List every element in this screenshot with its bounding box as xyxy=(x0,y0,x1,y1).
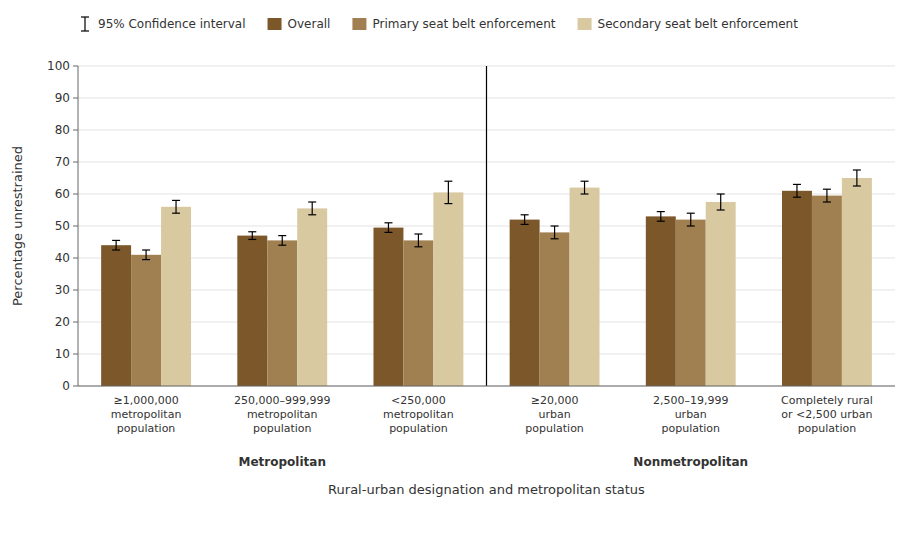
y-tick-label: 100 xyxy=(47,59,70,73)
y-tick-label: 30 xyxy=(55,283,70,297)
bar xyxy=(101,245,131,386)
y-tick xyxy=(73,226,78,227)
legend-label: Primary seat belt enforcement xyxy=(372,17,555,31)
bar xyxy=(373,228,403,386)
error-bar xyxy=(717,194,725,210)
y-tick xyxy=(73,130,78,131)
y-tick xyxy=(73,258,78,259)
bar xyxy=(237,236,267,386)
y-tick-label: 0 xyxy=(62,379,70,393)
error-bar xyxy=(521,215,529,225)
grid-line xyxy=(78,386,895,387)
bar xyxy=(706,202,736,386)
group-label: Metropolitan xyxy=(239,455,326,469)
y-tick xyxy=(73,194,78,195)
legend-label: 95% Confidence interval xyxy=(98,17,246,31)
series xyxy=(101,184,812,386)
x-tick-label: 250,000–999,999metropolitanpopulation xyxy=(234,394,330,435)
grid xyxy=(78,66,895,386)
y-axis xyxy=(78,66,79,386)
y-tick xyxy=(73,386,78,387)
bar xyxy=(131,255,161,386)
chart: 0 10 20 30 40 50 60 70 80 90 100 ≥1,000,000metropol… xyxy=(0,0,909,556)
bar xyxy=(646,216,676,386)
y-tick-label: 70 xyxy=(55,155,70,169)
bar xyxy=(403,240,433,386)
error-bar xyxy=(248,232,256,240)
error-bar xyxy=(112,240,120,250)
error-bar xyxy=(384,223,392,233)
legend-label: Secondary seat belt enforcement xyxy=(598,17,799,31)
error-bar xyxy=(581,181,589,194)
y-axis-label: Percentage unrestrained xyxy=(10,146,25,306)
bar xyxy=(267,240,297,386)
y-tick xyxy=(73,290,78,291)
error-bar xyxy=(414,234,422,247)
y-tick-label: 50 xyxy=(55,219,70,233)
error-bar xyxy=(278,236,286,246)
y-tick-label: 60 xyxy=(55,187,70,201)
legend-swatch xyxy=(268,18,282,30)
bar xyxy=(433,192,463,386)
x-tick-label: 2,500–19,999urbanpopulation xyxy=(653,394,728,435)
x-axis xyxy=(78,386,895,387)
bar xyxy=(570,188,600,386)
y-tick xyxy=(73,322,78,323)
legend-swatch xyxy=(578,18,592,30)
series xyxy=(161,170,872,386)
error-bar xyxy=(687,213,695,226)
bar xyxy=(540,232,570,386)
error-bar xyxy=(172,200,180,213)
y-tick xyxy=(73,98,78,99)
y-tick-label: 40 xyxy=(55,251,70,265)
legend-swatch xyxy=(352,18,366,30)
error-bar xyxy=(657,212,665,222)
x-tick-label: <250,000metropolitanpopulation xyxy=(383,394,454,435)
bar xyxy=(842,178,872,386)
error-bar xyxy=(823,189,831,202)
bar xyxy=(676,220,706,386)
bar xyxy=(510,220,540,386)
error-bar xyxy=(444,181,452,203)
legend-label: Overall xyxy=(288,17,331,31)
x-tick-label: ≥1,000,000metropolitanpopulation xyxy=(111,394,182,435)
y-tick-label: 80 xyxy=(55,123,70,137)
y-tick xyxy=(73,354,78,355)
y-tick-label: 10 xyxy=(55,347,70,361)
bar xyxy=(297,208,327,386)
x-tick-label: Completely ruralor <2,500 urbanpopulatio… xyxy=(781,394,873,435)
group-divider xyxy=(486,66,487,386)
error-bar xyxy=(308,202,316,215)
error-bar xyxy=(793,184,801,197)
bar xyxy=(812,196,842,386)
legend: 95% Confidence interval Overall Primary se… xyxy=(81,17,798,31)
error-bar xyxy=(142,250,150,260)
error-bar xyxy=(551,226,559,239)
bar xyxy=(161,207,191,386)
x-axis-label: Rural-urban designation and metropolitan… xyxy=(328,482,645,497)
error-bar xyxy=(853,170,861,186)
y-tick xyxy=(73,162,78,163)
group-label: Nonmetropolitan xyxy=(633,455,748,469)
bar xyxy=(782,191,812,386)
legend-error-symbol xyxy=(81,17,89,31)
y-tick-label: 20 xyxy=(55,315,70,329)
y-tick xyxy=(73,66,78,67)
x-tick-label: ≥20,000urbanpopulation xyxy=(525,394,584,435)
y-tick-label: 90 xyxy=(55,91,70,105)
